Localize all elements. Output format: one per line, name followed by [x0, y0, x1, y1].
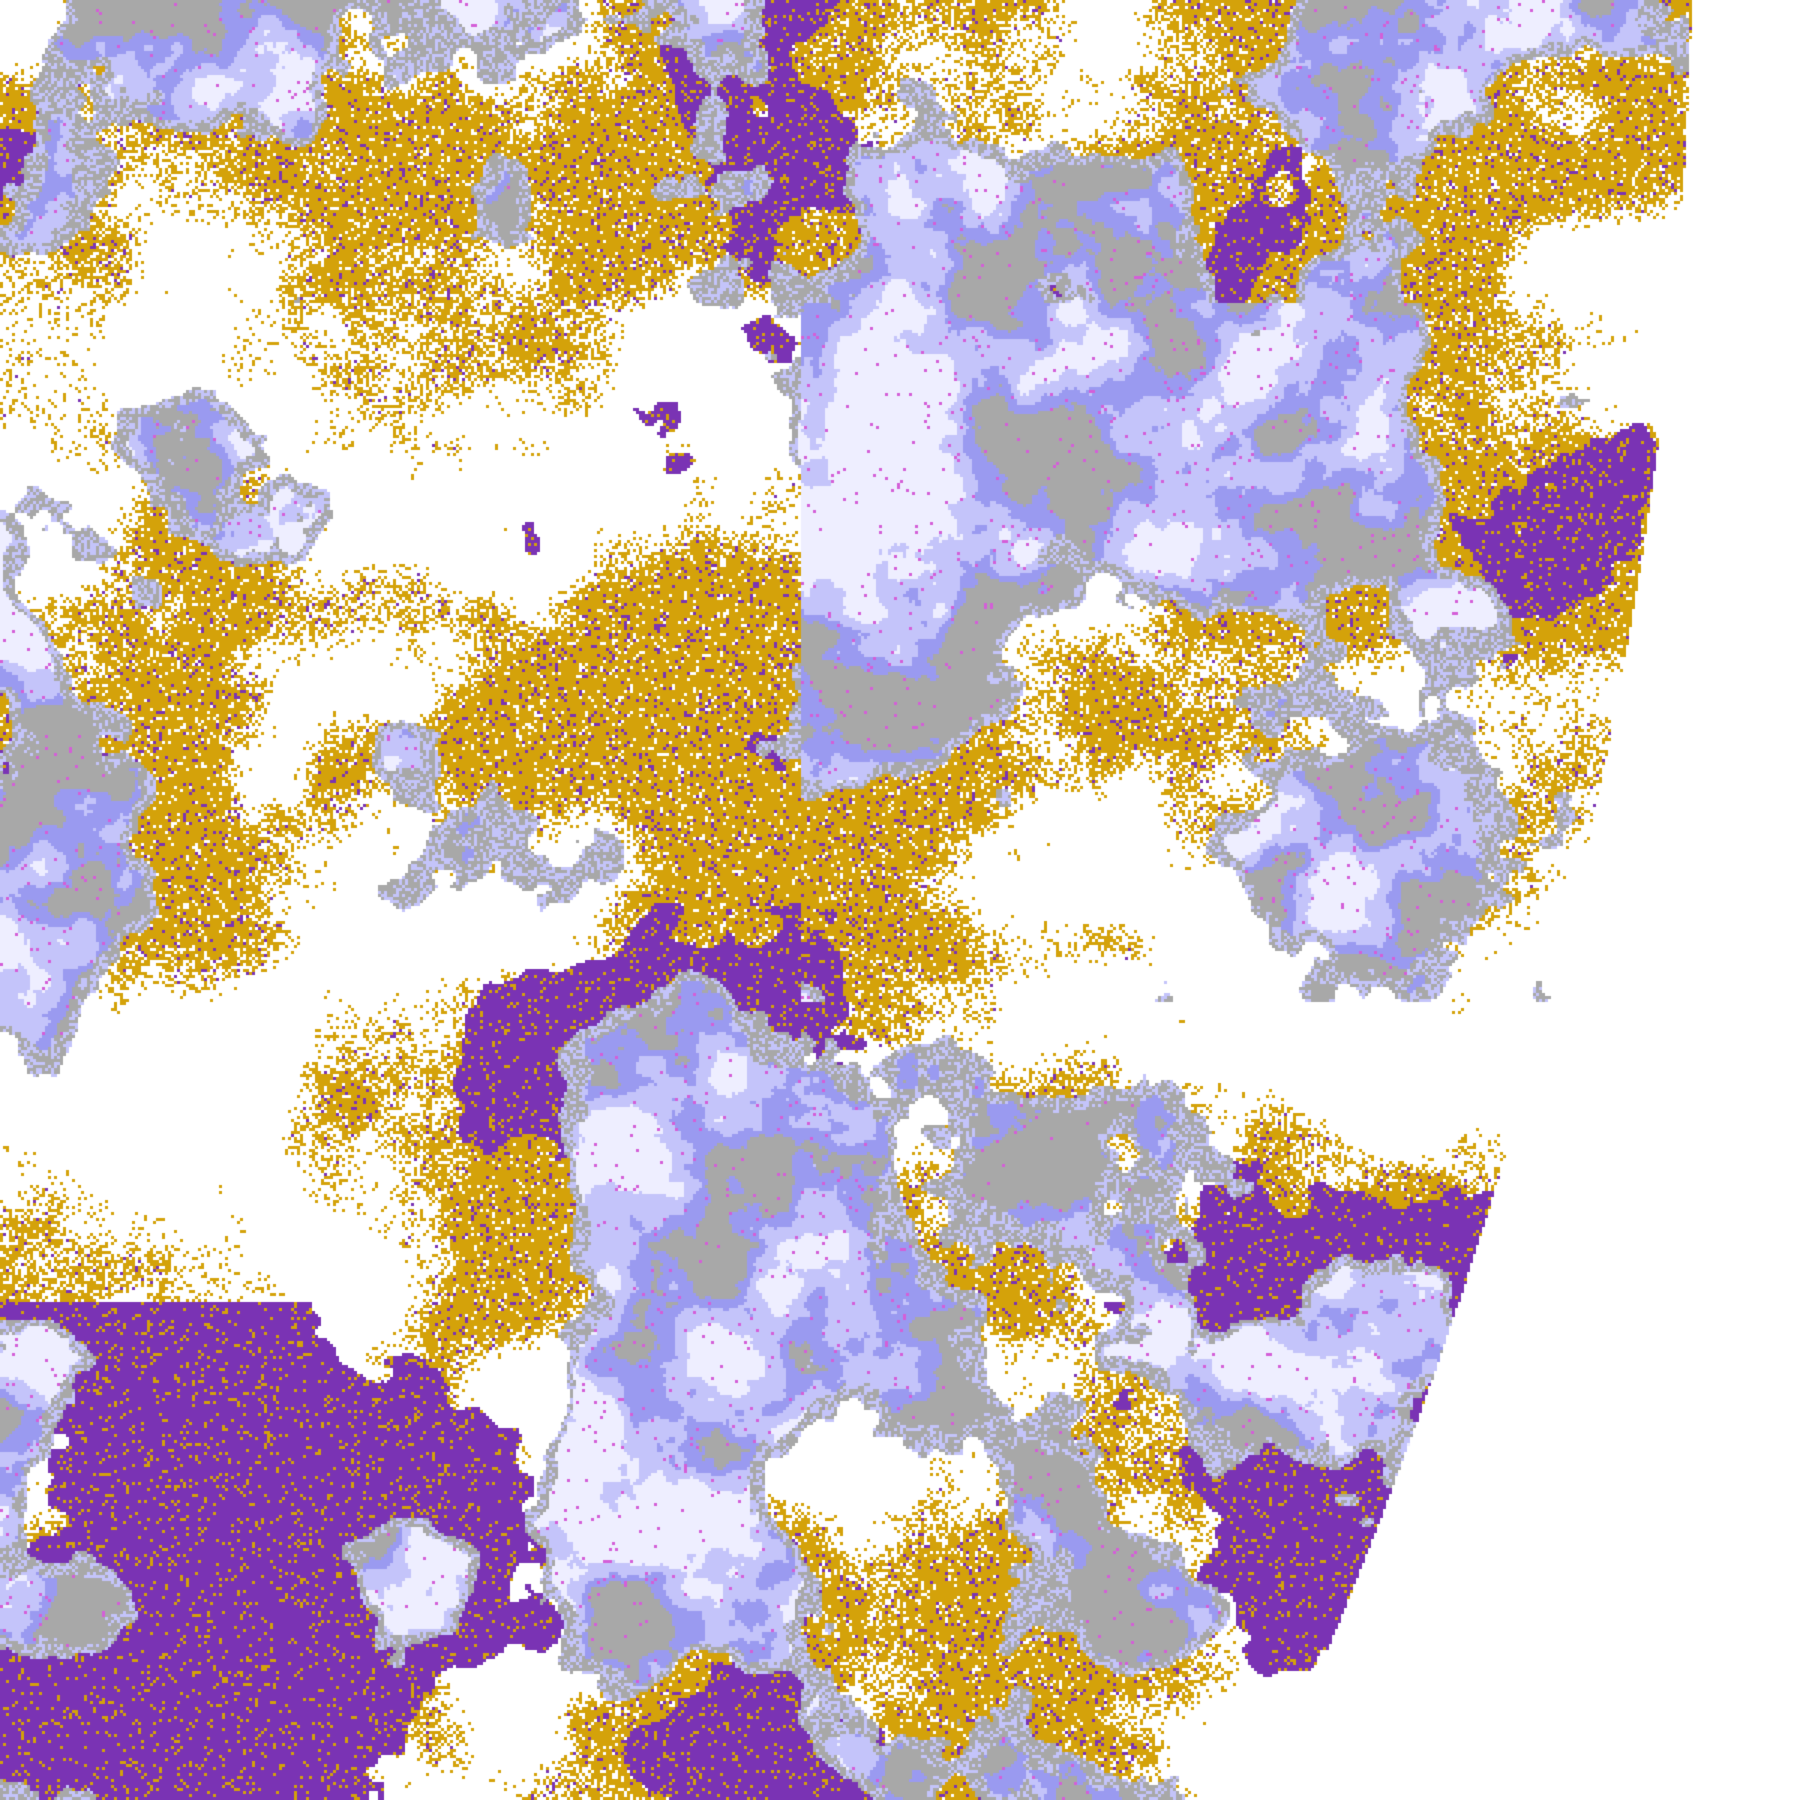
cloud-classification-image: [0, 0, 1800, 1800]
satellite-cloud-map: [0, 0, 1800, 1800]
